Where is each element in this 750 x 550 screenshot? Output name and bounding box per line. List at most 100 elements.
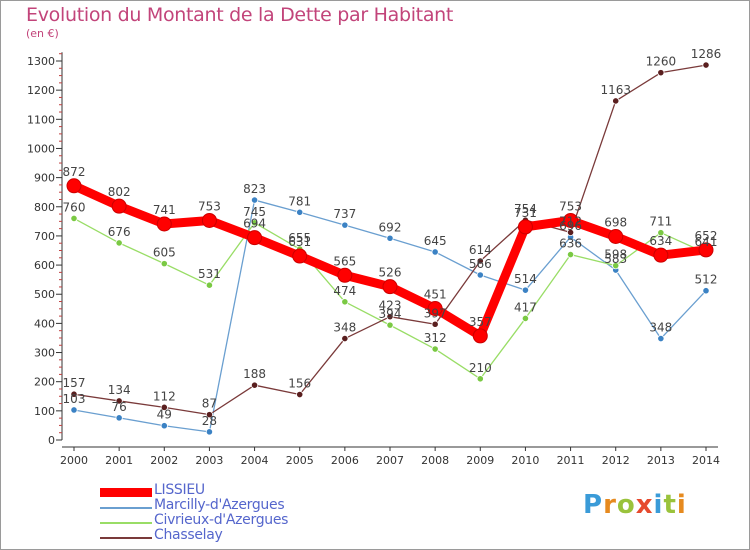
- x-tick-label: 2010: [511, 454, 539, 467]
- data-label: 112: [153, 389, 176, 403]
- y-tick-label: 100: [34, 405, 55, 418]
- data-label: 754: [514, 202, 537, 216]
- y-tick-label: 600: [34, 259, 55, 272]
- logo-letter: r: [603, 490, 617, 520]
- logo-letter: P: [583, 490, 604, 520]
- data-point: [296, 208, 304, 216]
- data-label: 692: [379, 220, 402, 234]
- data-label: 394: [379, 307, 402, 321]
- x-tick-label: 2003: [195, 454, 223, 467]
- data-point: [382, 279, 398, 295]
- legend-label: Civrieux-d'Azergues: [154, 512, 289, 528]
- data-point: [386, 234, 394, 242]
- data-point: [386, 313, 394, 321]
- x-tick-label: 2006: [331, 454, 359, 467]
- legend-swatch: [100, 537, 152, 539]
- data-point: [341, 334, 349, 343]
- legend-label: LISSIEU: [154, 482, 205, 498]
- x-tick-label: 2004: [241, 454, 269, 467]
- data-point: [111, 198, 127, 214]
- x-tick-label: 2008: [421, 454, 449, 467]
- data-label: 565: [333, 254, 356, 268]
- legend-item: Chasselay: [100, 527, 360, 545]
- data-point: [431, 345, 439, 353]
- data-point: [566, 228, 575, 237]
- data-point: [205, 411, 214, 419]
- y-tick-label: 500: [34, 288, 55, 301]
- x-tick-label: 2012: [602, 454, 630, 467]
- data-point: [702, 287, 710, 295]
- y-tick-label: 1200: [27, 84, 55, 97]
- data-label: 698: [604, 216, 627, 230]
- x-tick-label: 2001: [105, 454, 133, 467]
- data-point: [657, 229, 665, 237]
- data-point: [341, 298, 349, 306]
- data-point: [702, 61, 710, 69]
- x-tick-label: 2014: [692, 454, 720, 467]
- data-point: [66, 178, 82, 194]
- data-label: 712: [559, 214, 582, 228]
- data-point: [296, 390, 304, 399]
- data-label: 157: [63, 376, 86, 390]
- data-label: 512: [695, 273, 718, 287]
- data-point: [472, 328, 488, 344]
- data-point: [698, 242, 714, 258]
- x-tick-label: 2013: [647, 454, 675, 467]
- data-label: 872: [63, 165, 86, 179]
- data-label: 823: [243, 182, 266, 196]
- data-label: 134: [108, 383, 131, 397]
- data-label: 731: [514, 206, 537, 220]
- data-label: 676: [108, 225, 131, 239]
- data-label: 188: [243, 367, 266, 381]
- data-point: [476, 257, 484, 265]
- data-label: 631: [288, 235, 311, 249]
- data-label: 802: [108, 185, 131, 199]
- data-point: [431, 248, 439, 256]
- x-tick-label: 2005: [286, 454, 314, 467]
- data-label: 645: [424, 234, 447, 248]
- data-label: 348: [649, 321, 672, 335]
- legend-swatch: [100, 488, 152, 497]
- data-point: [427, 301, 443, 317]
- data-label: 103: [63, 392, 86, 406]
- legend-swatch: [100, 522, 152, 524]
- legend-label: Marcilly-d'Azergues: [154, 497, 285, 513]
- logo-letter: t: [663, 490, 677, 520]
- data-label: 156: [288, 377, 311, 391]
- logo-letter: i: [676, 490, 687, 520]
- data-label: 634: [649, 234, 672, 248]
- data-label: 1260: [646, 55, 677, 69]
- data-point: [160, 403, 168, 411]
- y-tick-label: 1100: [27, 113, 55, 126]
- data-label: 210: [469, 361, 492, 375]
- data-point: [250, 219, 259, 227]
- data-label: 397: [424, 306, 447, 320]
- data-label: 423: [379, 299, 402, 313]
- data-point: [386, 321, 394, 329]
- data-label: 312: [424, 331, 447, 345]
- x-tick-label: 2002: [150, 454, 178, 467]
- data-point: [608, 229, 624, 245]
- data-point: [156, 216, 172, 232]
- y-tick-label: 0: [48, 434, 55, 447]
- data-label: 696: [559, 219, 582, 233]
- data-label: 348: [333, 321, 356, 335]
- data-label: 531: [198, 267, 221, 281]
- y-unit-label: (en €): [26, 27, 59, 40]
- data-label: 49: [157, 408, 172, 422]
- logo-letter: i: [653, 490, 664, 520]
- data-point: [341, 221, 349, 229]
- data-label: 753: [559, 199, 582, 213]
- data-label: 87: [202, 397, 217, 411]
- data-label: 737: [333, 207, 356, 221]
- data-point: [205, 281, 214, 289]
- data-label: 451: [424, 288, 447, 302]
- data-point: [70, 390, 78, 398]
- x-tick-label: 2007: [376, 454, 404, 467]
- data-label: 641: [695, 235, 718, 249]
- data-point: [70, 214, 78, 223]
- data-label: 741: [153, 203, 176, 217]
- data-point: [337, 267, 353, 283]
- legend-item: LISSIEU: [100, 482, 360, 500]
